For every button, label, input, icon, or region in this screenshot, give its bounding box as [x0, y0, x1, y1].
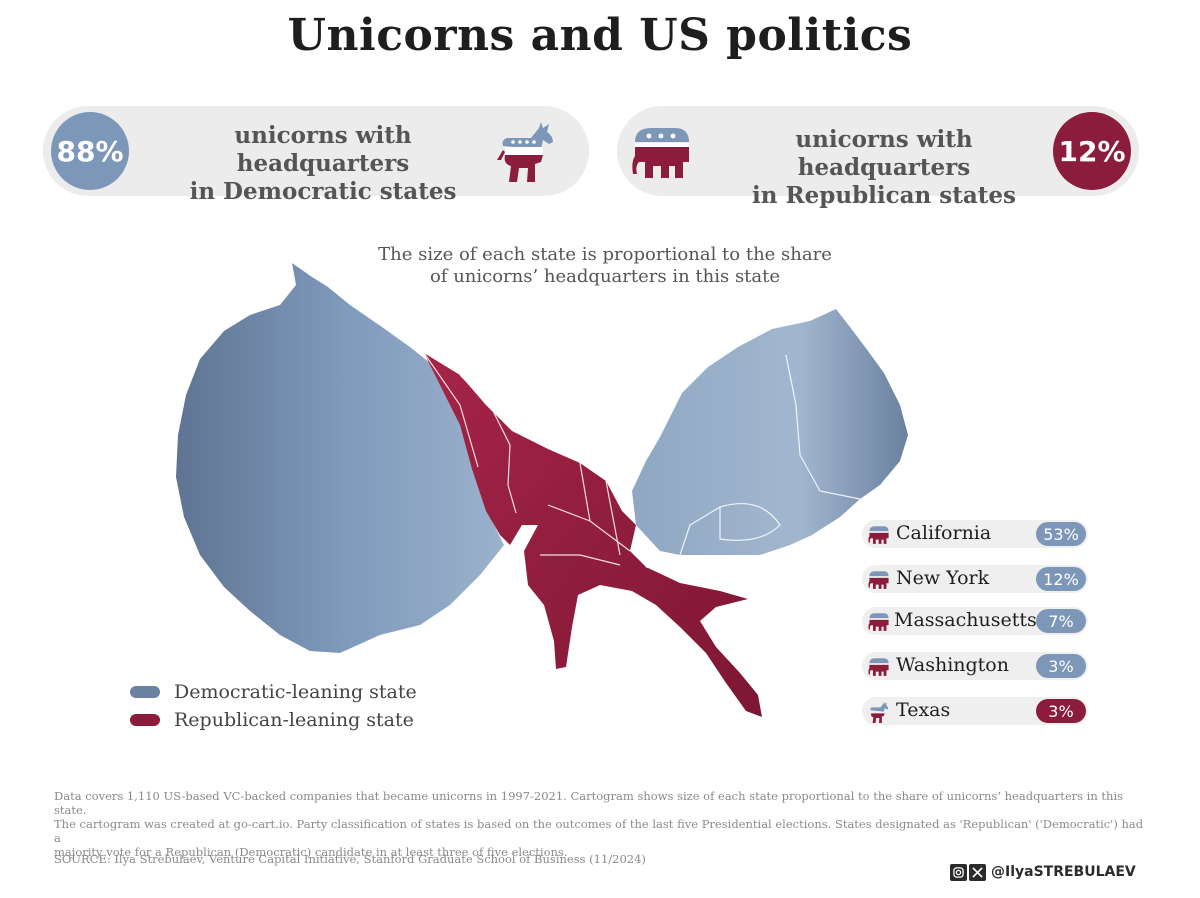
ranking-row-new-york: New York 12%: [862, 565, 1088, 593]
footnote-line2: The cartogram was created at go-cart.io.…: [54, 817, 1144, 845]
elephant-icon: [632, 128, 689, 178]
legend-label-democratic: Democratic-leaning state: [174, 681, 417, 703]
elephant-icon: [868, 658, 889, 676]
x-icon[interactable]: [969, 863, 986, 881]
western-democratic-states: [176, 263, 504, 653]
republican-share-text: unicorns with headquarters in Republican…: [717, 126, 1051, 210]
democratic-text-line1: unicorns with headquarters: [234, 122, 412, 177]
legend-item-republican: Republican-leaning state: [130, 706, 417, 734]
ranking-row-massachusetts: Massachusetts 7%: [862, 607, 1088, 635]
legend-label-republican: Republican-leaning state: [174, 709, 414, 731]
democratic-share-pill: 88% unicorns with headquarters in Democr…: [43, 106, 589, 205]
footnote: Data covers 1,110 US-based VC-backed com…: [54, 789, 1144, 859]
map-subtitle-line1: The size of each state is proportional t…: [378, 244, 832, 265]
ranking-state-value: 53%: [1036, 522, 1086, 546]
elephant-icon: [868, 571, 889, 589]
elephant-icon: [868, 613, 889, 631]
ranking-state-name: New York: [896, 567, 990, 589]
ranking-row-texas: Texas 3%: [862, 697, 1088, 725]
ranking-state-value: 12%: [1036, 567, 1086, 591]
republican-text-line2: in Republican states: [752, 182, 1016, 209]
democratic-share-text: unicorns with headquarters in Democratic…: [153, 122, 493, 206]
donkey-icon: [497, 122, 553, 182]
republican-percent-badge: 12%: [1053, 112, 1131, 190]
page-title: Unicorns and US politics: [287, 10, 913, 61]
ranking-state-name: California: [896, 522, 992, 544]
ranking-state-value: 3%: [1036, 699, 1086, 723]
ranking-row-california: California 53%: [862, 520, 1088, 548]
republican-text-line1: unicorns with headquarters: [795, 126, 973, 181]
ranking-state-name: Massachusetts: [894, 609, 1037, 631]
social-handle[interactable]: @IlyaSTREBULAEV: [991, 864, 1136, 880]
ranking-row-washington: Washington 3%: [862, 652, 1088, 680]
instagram-icon[interactable]: [950, 863, 967, 881]
donkey-icon: [870, 701, 889, 723]
footnote-line3: majority vote for a Republican (Democrat…: [54, 845, 568, 859]
republican-share-pill: unicorns with headquarters in Republican…: [617, 106, 1139, 209]
democratic-text-line2: in Democratic states: [189, 178, 457, 205]
ranking-state-value: 7%: [1036, 609, 1086, 633]
northeastern-democratic-states: [632, 309, 908, 555]
democratic-percent-badge: 88%: [51, 112, 129, 190]
footnote-line1: Data covers 1,110 US-based VC-backed com…: [54, 789, 1124, 817]
legend-swatch-democratic: [130, 686, 160, 698]
map-subtitle: The size of each state is proportional t…: [370, 244, 840, 288]
ranking-state-name: Washington: [896, 654, 1009, 676]
ranking-state-value: 3%: [1036, 654, 1086, 678]
legend-item-democratic: Democratic-leaning state: [130, 678, 417, 706]
ranking-state-name: Texas: [896, 699, 951, 721]
map-legend: Democratic-leaning state Republican-lean…: [130, 678, 417, 734]
social-credit: @IlyaSTREBULAEV: [950, 862, 1136, 882]
elephant-icon: [868, 526, 889, 544]
map-subtitle-line2: of unicorns’ headquarters in this state: [429, 266, 781, 287]
republican-interior-states: [424, 353, 762, 717]
source-credit: SOURCE: Ilya Strebulaev, Venture Capital…: [54, 852, 646, 866]
cartogram-map: [176, 263, 908, 717]
legend-swatch-republican: [130, 714, 160, 726]
